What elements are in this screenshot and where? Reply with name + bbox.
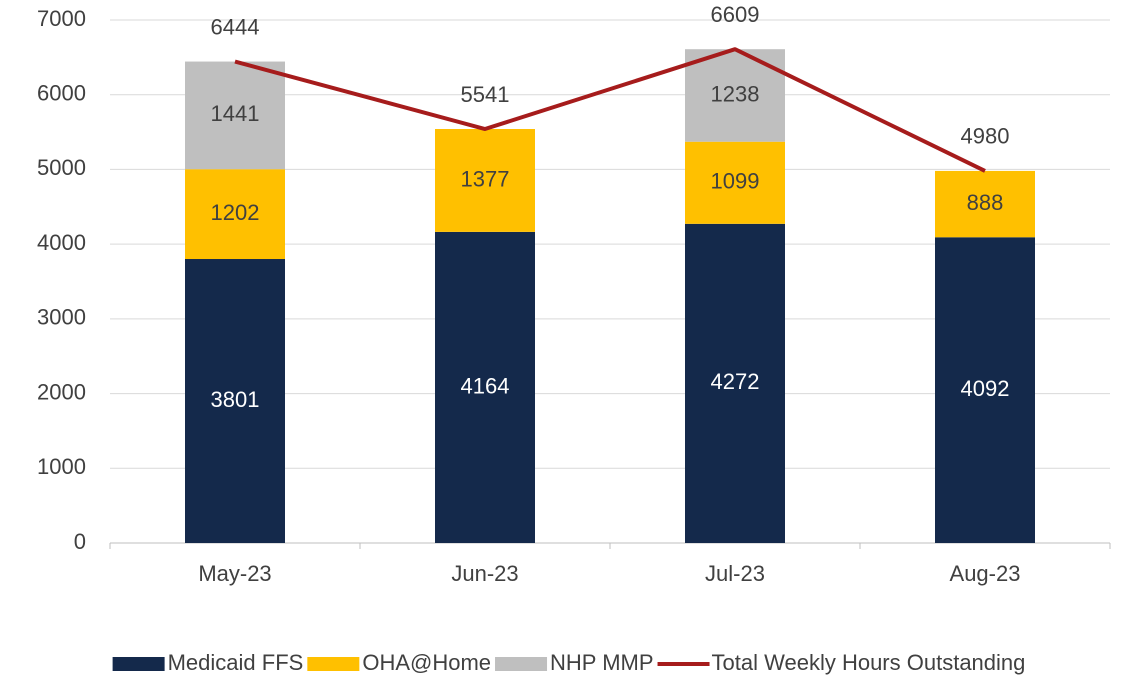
y-tick-label: 3000 [37, 305, 86, 330]
legend-label: Total Weekly Hours Outstanding [712, 650, 1026, 675]
bar-segment [685, 223, 785, 544]
y-tick-label: 5000 [37, 155, 86, 180]
bar-segment [185, 61, 285, 170]
y-tick-label: 4000 [37, 230, 86, 255]
data-label: 888 [967, 190, 1004, 215]
bar-segment [435, 129, 535, 232]
x-tick-label: Jun-23 [451, 561, 518, 586]
data-label: 4164 [461, 373, 510, 398]
y-tick-label: 6000 [37, 81, 86, 106]
y-tick-label: 2000 [37, 379, 86, 404]
legend-label: Medicaid FFS [168, 650, 304, 675]
y-tick-label: 1000 [37, 454, 86, 479]
data-label: 1377 [461, 166, 510, 191]
data-label: 4092 [961, 376, 1010, 401]
bar-segment [185, 259, 285, 543]
data-label: 1238 [711, 81, 760, 106]
data-label: 6609 [711, 2, 760, 27]
legend-label: NHP MMP [550, 650, 654, 675]
bar-segment [185, 169, 285, 260]
legend-swatch [112, 657, 165, 671]
data-label: 3801 [211, 387, 260, 412]
legend: Medicaid FFS OHA@Home NHP MMP Total Weekly … [112, 650, 1026, 675]
bar-segment [935, 170, 1035, 238]
data-label: 1202 [211, 200, 260, 225]
line-series [234, 47, 986, 173]
x-tick-label: May-23 [198, 561, 271, 586]
x-tick-label: Aug-23 [950, 561, 1021, 586]
x-tick-label: Jul-23 [705, 561, 765, 586]
y-tick-label: 7000 [37, 6, 86, 31]
data-label: 1099 [711, 169, 760, 194]
legend-label: OHA@Home [362, 650, 491, 675]
data-label: 5541 [461, 82, 510, 107]
legend-swatch [495, 657, 548, 671]
bar-segment [685, 141, 785, 224]
data-label: 6444 [211, 14, 260, 39]
bar-segment [935, 237, 1035, 543]
y-tick-label: 0 [74, 529, 86, 554]
data-label: 4272 [711, 369, 760, 394]
bar-segment [435, 231, 535, 543]
legend-swatch [307, 657, 360, 671]
data-label: 4980 [961, 124, 1010, 149]
data-label: 1441 [211, 101, 260, 126]
